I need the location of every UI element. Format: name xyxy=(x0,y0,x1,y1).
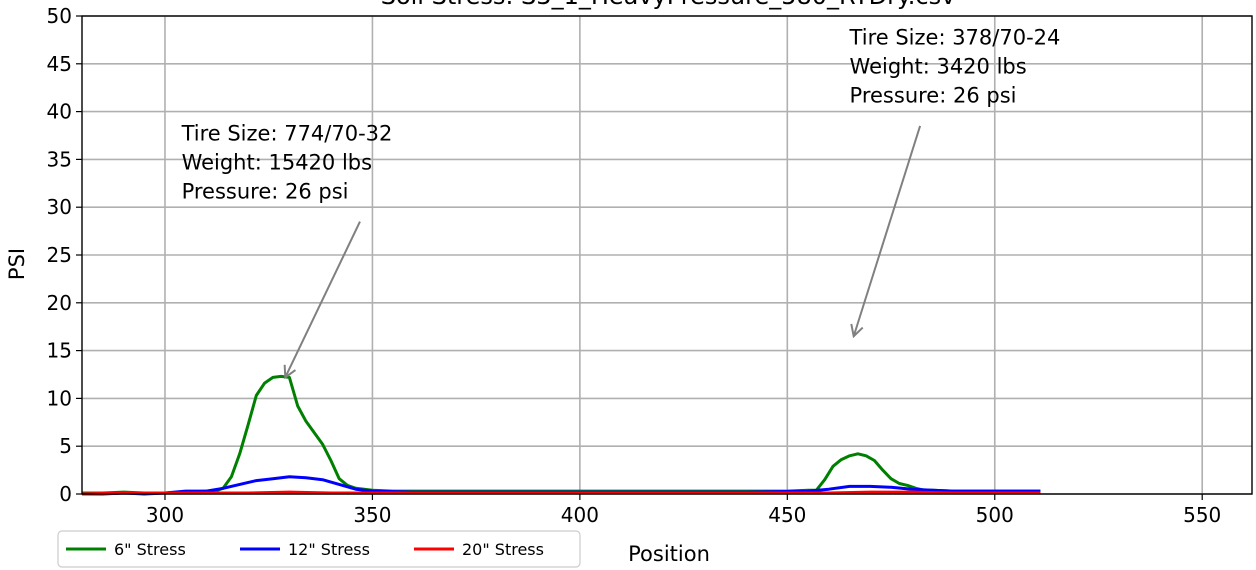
annotation-text: Tire Size: 774/70-32 xyxy=(181,121,393,145)
series-line-3 xyxy=(81,490,1041,496)
annotation-text: Weight: 15420 lbs xyxy=(182,150,373,174)
y-axis-label: PSI xyxy=(5,248,29,280)
annotations: Tire Size: 774/70-32 Weight: 15420 lbs Pre… xyxy=(181,26,1061,378)
chart-title: Soil Stress: S3_1_HeavyPressure_580_RTDr… xyxy=(381,0,956,10)
x-tick-label: 500 xyxy=(976,503,1014,527)
annotation-text: Tire Size: 378/70-24 xyxy=(849,26,1061,50)
legend-label: 6" Stress xyxy=(114,540,186,559)
legend-label: 12" Stress xyxy=(288,540,370,559)
y-tick-label: 35 xyxy=(47,147,72,171)
x-axis-label: Position xyxy=(628,542,710,566)
y-tick-label: 25 xyxy=(47,243,72,267)
y-tick-label: 50 xyxy=(47,4,72,28)
y-tick-label: 30 xyxy=(47,195,72,219)
tick-labels: 300 350 400 450 500 550 0 5 10 15 20 25 30 35 40 45 50 xyxy=(47,4,1222,527)
x-tick-label: 350 xyxy=(353,503,391,527)
legend-label: 20" Stress xyxy=(462,540,544,559)
grid xyxy=(82,15,1252,495)
y-tick-label: 10 xyxy=(47,386,72,410)
annotation-text: Pressure: 26 psi xyxy=(850,84,1017,108)
annotation-text: Pressure: 26 psi xyxy=(182,179,349,203)
y-tick-label: 5 xyxy=(59,434,72,458)
y-tick-label: 15 xyxy=(47,339,72,363)
annotation-arrow xyxy=(285,221,361,378)
annotation-arrow xyxy=(854,125,922,336)
legend-box xyxy=(57,530,581,568)
x-tick-label: 450 xyxy=(768,503,806,527)
x-tick-label: 400 xyxy=(561,503,599,527)
series-line-1 xyxy=(82,374,1041,495)
annotation-text: Weight: 3420 lbs xyxy=(850,55,1027,79)
series-lines xyxy=(81,374,1041,496)
y-tick-label: 20 xyxy=(47,291,72,315)
x-tick-label: 300 xyxy=(146,503,184,527)
series-line-2 xyxy=(82,475,1041,496)
legend: 6" Stress 12" Stress 20" Stress xyxy=(57,530,581,568)
y-tick-label: 40 xyxy=(47,100,72,124)
x-tick-label: 550 xyxy=(1183,503,1221,527)
y-tick-label: 45 xyxy=(47,52,72,76)
y-tick-label: 0 xyxy=(59,482,72,506)
